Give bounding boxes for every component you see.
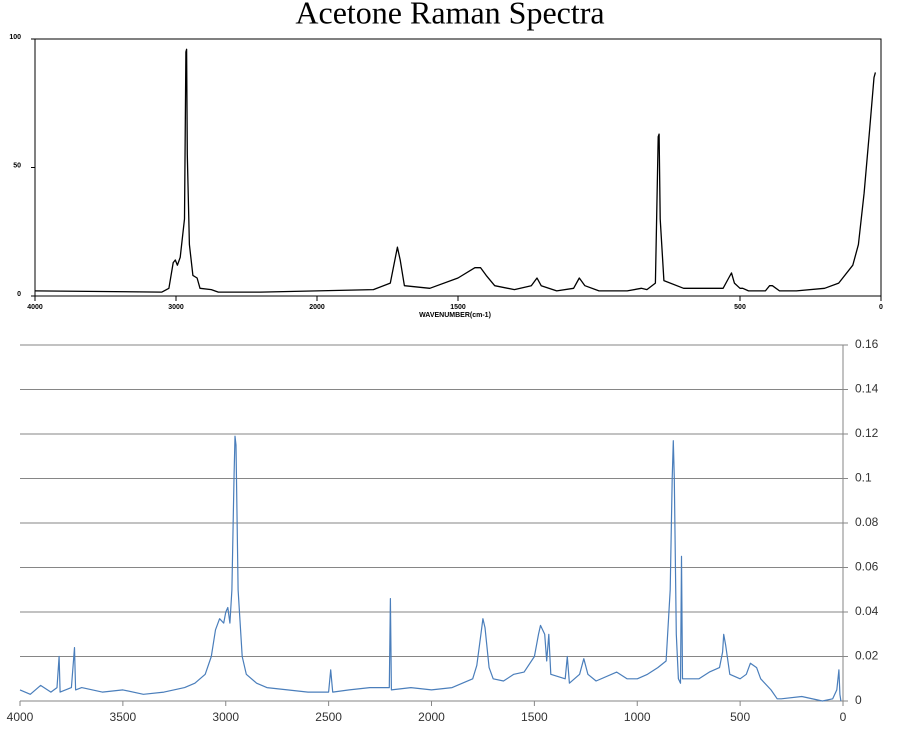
y-tick-label: 50 [13,162,21,169]
spectrum-line [19,435,842,702]
x-tick-label: 1500 [450,304,466,311]
spectrum-line [34,48,877,293]
x-tick-label: 2000 [418,710,445,724]
x-tick-label: 0 [879,304,883,311]
plot-frame [34,38,882,297]
x-tick-label: 3500 [110,710,137,724]
x-axis-label: WAVENUMBER(cm-1) [419,312,491,319]
y-tick-label: 0.08 [855,515,879,529]
x-tick-label: 2500 [315,710,342,724]
y-tick-label: 0.04 [855,604,879,618]
x-tick-label: 1000 [624,710,651,724]
x-tick-label: 3000 [168,304,184,311]
y-tick-label: 0 [855,693,862,707]
y-tick-label: 0.06 [855,560,879,574]
x-tick-label: 4000 [27,304,43,311]
y-tick-label: 0 [17,291,21,298]
x-tick-label: 500 [734,304,746,311]
y-tick-label: 0.16 [855,337,879,351]
y-tick-label: 0.14 [855,382,879,396]
x-tick-label: 0 [840,710,847,724]
x-tick-label: 1500 [521,710,548,724]
x-tick-label: 500 [730,710,750,724]
y-tick-label: 0.12 [855,426,879,440]
x-tick-label: 4000 [7,710,34,724]
chart-title: Acetone Raman Spectra [295,0,604,30]
y-tick-label: 100 [9,34,21,41]
x-tick-label: 3000 [212,710,239,724]
y-tick-label: 0.1 [855,471,872,485]
x-tick-label: 2000 [309,304,325,311]
y-tick-label: 0.02 [855,649,879,663]
